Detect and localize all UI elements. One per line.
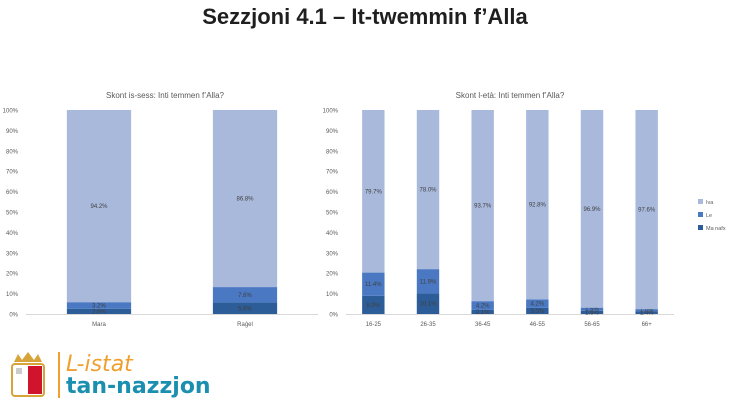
logo: L-istat tan-nazzjon [4,350,234,400]
x-tick-label: Raġel [237,322,253,328]
x-tick-label: Mara [92,322,106,328]
legend-swatch [698,212,703,217]
y-tick-label: 100% [3,109,19,115]
legend-label: Ma nafx [706,226,726,232]
data-label: 4.2% [530,302,544,308]
data-label: 92.8% [529,203,547,209]
data-label: 97.6% [638,208,656,214]
y-tick-label: 30% [326,251,339,257]
x-tick-label: 16-25 [366,322,382,328]
data-label: 7.6% [238,293,252,299]
bar-segment [66,308,132,314]
data-label: 4.2% [476,303,490,309]
bar-segment [526,307,549,314]
legend-swatch [698,225,703,230]
x-tick-label: 56-65 [584,322,600,328]
y-tick-label: 100% [323,109,339,115]
y-tick-label: 60% [6,190,19,196]
bar-segment [212,302,278,314]
data-label: 8.9% [366,303,380,309]
y-tick-label: 80% [326,149,339,155]
y-tick-label: 90% [326,129,339,135]
data-label: 1.5% [585,307,599,313]
bar-segment [212,287,278,303]
y-tick-label: 10% [6,292,19,298]
bar-segment [580,310,604,314]
chart-by-age: Skont l-età: Inti temmen f’Alla? 0% 10% 20%… [323,91,726,328]
bar-segment [362,295,385,314]
y-tick-label: 40% [326,231,339,237]
y-tick-label: 90% [6,129,19,135]
data-label: 79.7% [365,189,383,195]
bar-segment [66,302,132,309]
bar-segment [580,307,604,311]
bar-segment [66,110,132,303]
logo-text-line2: tan-nazzjon [66,374,211,399]
x-tick-label: 66+ [642,322,653,328]
chart-title: Skont is-sess: Inti temmen f’Alla? [106,91,225,100]
malta-flag-emblem [11,352,45,397]
y-tick-label: 50% [326,211,339,217]
y-tick-label: 20% [6,272,19,278]
y-tick-label: 80% [6,149,19,155]
data-label: 78.0% [419,188,437,194]
bar-segment [471,110,494,302]
y-tick-label: 70% [6,170,19,176]
legend-label: Iva [706,200,714,206]
legend-label: Le [706,213,712,219]
logo-separator [58,352,60,398]
logo-text-line1: L-istat [66,352,133,377]
data-label: 1.4% [640,311,654,317]
y-tick-label: 0% [9,313,18,319]
bar-segment [526,110,549,300]
x-tick-label: 36-45 [475,322,491,328]
bar-segment [471,301,494,310]
bar-segment [635,110,658,310]
bar-segment [416,110,440,270]
bar-segment [580,110,604,308]
data-label: 94.2% [90,204,108,210]
y-tick-label: 70% [326,170,339,176]
bar-segment [635,311,658,314]
y-tick-label: 50% [6,211,19,217]
x-tick-label: 26-35 [420,322,436,328]
data-label: 2.1% [476,310,490,316]
bar-segment [416,269,440,294]
data-label: 96.9% [583,207,601,213]
data-label: 3.0% [530,309,544,315]
x-tick-label: 46-55 [530,322,546,328]
data-label: 5.6% [238,306,252,312]
y-tick-label: 40% [6,231,19,237]
data-label: 1.6% [585,310,599,316]
y-tick-label: 60% [326,190,339,196]
slide-title: Sezzjoni 4.1 – It-twemmin f’Alla [202,4,528,29]
data-label: 3.2% [92,303,106,309]
data-label: 10.1% [419,302,437,308]
bar-segment [362,272,385,296]
data-label: 2.6% [92,309,106,315]
bar-segment [471,309,494,314]
bar-segment [212,110,278,288]
y-tick-label: 0% [329,313,338,319]
data-label: 86.8% [236,197,254,203]
y-tick-label: 10% [326,292,339,298]
y-tick-label: 20% [326,272,339,278]
bar-segment [362,110,385,273]
chart-by-sex: Skont is-sess: Inti temmen f’Alla? 0% 10% 2… [3,91,318,328]
chart-title: Skont l-età: Inti temmen f’Alla? [456,91,565,100]
legend-swatch [698,199,703,204]
data-label: 1.0% [640,308,654,314]
data-label: 11.9% [420,279,437,285]
data-label: 11.4% [365,282,382,288]
bar-segment [526,299,549,308]
data-label: 93.7% [474,204,492,210]
bar-segment [635,309,658,312]
bar-segment [416,293,440,314]
y-tick-label: 30% [6,251,19,257]
